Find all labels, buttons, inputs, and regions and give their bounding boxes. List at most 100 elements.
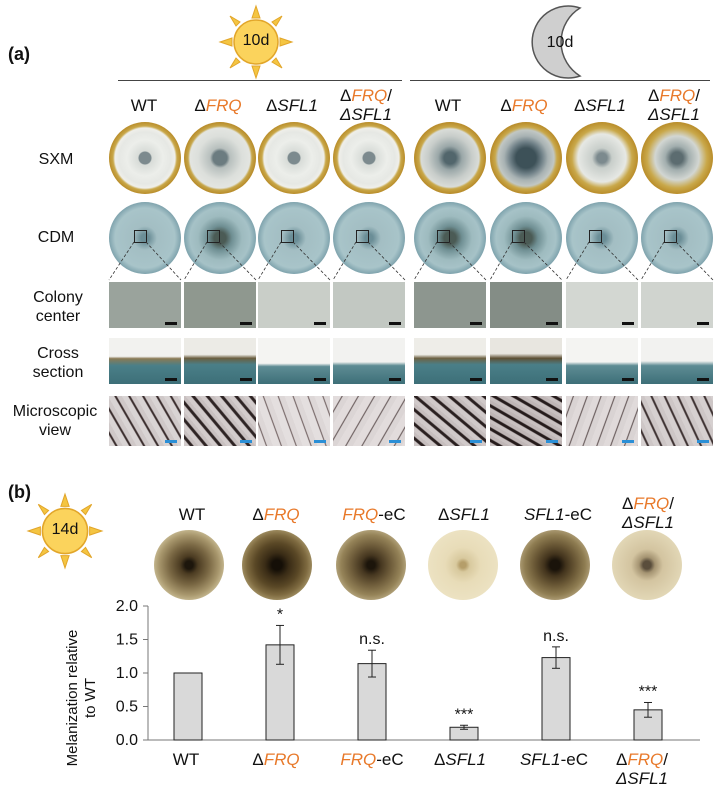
cross-section-tile <box>333 338 405 384</box>
header-wt-light: WT <box>130 96 158 115</box>
significance-label: *** <box>455 706 474 723</box>
significance-label: n.s. <box>543 628 569 645</box>
header-frq-dark: ΔFRQ <box>500 96 548 115</box>
strain-header-frq: ΔFRQ <box>252 505 300 524</box>
scale-bar <box>389 322 401 325</box>
x-label-frq-ec: FRQ-eC <box>340 750 404 769</box>
scale-bar <box>314 440 326 443</box>
significance-label: *** <box>639 683 658 700</box>
colony-center-tile <box>490 282 562 328</box>
row-label-cdm: CDM <box>37 229 75 246</box>
row-label-colony-center: Colony center <box>33 289 83 325</box>
row-label-microscopic-view: Microscopic view <box>12 403 98 439</box>
scale-bar <box>622 322 634 325</box>
strain-header-double: ΔFRQ/ΔSFL1 <box>621 494 675 532</box>
y-tick-label: 2.0 <box>116 598 138 615</box>
scale-bar <box>165 440 177 443</box>
microscopic-tile <box>184 396 256 446</box>
scale-bar <box>622 440 634 443</box>
scale-bar <box>546 322 558 325</box>
melanization-plate-sfl1-ec <box>520 530 590 600</box>
significance-label: n.s. <box>359 631 385 648</box>
scale-bar <box>314 378 326 381</box>
zoom-box <box>207 230 220 243</box>
cdm-plate-wt-light <box>109 202 181 274</box>
cross-section-tile <box>184 338 256 384</box>
panel-b-label: (b) <box>8 482 31 502</box>
microscopic-tile <box>641 396 713 446</box>
microscopic-tile <box>109 396 181 446</box>
header-double-light: ΔFRQ/ΔSFL1 <box>339 86 393 124</box>
cdm-plate-frq-light <box>184 202 256 274</box>
light-group-line <box>118 80 402 81</box>
x-label-sfl1-ec: SFL1-eC <box>519 750 589 769</box>
scale-bar <box>470 440 482 443</box>
colony-center-tile <box>641 282 713 328</box>
microscopic-tile <box>258 396 330 446</box>
scale-bar <box>240 378 252 381</box>
microscopic-tile <box>490 396 562 446</box>
strain-header-sfl1: ΔSFL1 <box>438 505 490 524</box>
strain-header-sfl1-ec: SFL1-eC <box>523 505 593 524</box>
sun-icon <box>218 4 294 80</box>
significance-label: * <box>277 606 283 623</box>
scale-bar <box>546 378 558 381</box>
sun-label-b: 14d <box>51 521 79 538</box>
cross-section-tile <box>566 338 638 384</box>
cross-section-tile <box>641 338 713 384</box>
microscopic-tile <box>333 396 405 446</box>
header-sfl1-light: ΔSFL1 <box>266 96 318 115</box>
sxm-plate-wt-light <box>109 122 181 194</box>
dark-group-line <box>410 80 710 81</box>
melanization-plate-frq <box>242 530 312 600</box>
colony-center-tile <box>333 282 405 328</box>
scale-bar <box>165 378 177 381</box>
row-label-sxm: SXM <box>38 151 74 168</box>
row-label-cross-section: Cross section <box>32 345 84 381</box>
cross-section-tile <box>109 338 181 384</box>
x-label-wt: WT <box>172 750 200 769</box>
sun-icon <box>26 492 104 570</box>
zoom-guide-lines <box>108 241 714 281</box>
x-label-frq: ΔFRQ <box>252 750 300 769</box>
zoom-box <box>356 230 369 243</box>
colony-center-tile <box>184 282 256 328</box>
scale-bar <box>546 440 558 443</box>
melanization-plate-frq-ec <box>336 530 406 600</box>
scale-bar <box>389 440 401 443</box>
strain-header-frq-ec: FRQ-eC <box>342 505 406 524</box>
header-frq-light: ΔFRQ <box>194 96 242 115</box>
sxm-plate-sfl1-dark <box>566 122 638 194</box>
cdm-plate-wt-dark <box>414 202 486 274</box>
melanization-bar-chart: 0.0 0.5 1.0 1.5 2.0 * n.s. *** n.s. *** <box>116 598 700 749</box>
zoom-box <box>437 230 450 243</box>
scale-bar <box>622 378 634 381</box>
colony-center-tile <box>258 282 330 328</box>
microscopic-tile <box>414 396 486 446</box>
x-label-sfl1: ΔSFL1 <box>434 750 486 769</box>
cdm-plate-sfl1-dark <box>566 202 638 274</box>
zoom-box <box>512 230 525 243</box>
scale-bar <box>165 322 177 325</box>
colony-center-tile <box>109 282 181 328</box>
melanization-plate-wt <box>154 530 224 600</box>
sxm-plate-double-light <box>333 122 405 194</box>
cdm-plate-double-dark <box>641 202 713 274</box>
cdm-plate-double-light <box>333 202 405 274</box>
zoom-box <box>589 230 602 243</box>
y-tick-label: 0.5 <box>116 699 138 716</box>
zoom-box <box>134 230 147 243</box>
header-double-dark: ΔFRQ/ΔSFL1 <box>647 86 701 124</box>
moon-icon <box>531 5 582 79</box>
zoom-box <box>281 230 294 243</box>
microscopic-tile <box>566 396 638 446</box>
colony-center-tile <box>414 282 486 328</box>
strain-header-wt: WT <box>178 505 206 524</box>
header-sfl1-dark: ΔSFL1 <box>574 96 626 115</box>
sxm-plate-wt-dark <box>414 122 486 194</box>
cdm-plate-sfl1-light <box>258 202 330 274</box>
cross-section-tile <box>490 338 562 384</box>
scale-bar <box>697 378 709 381</box>
cross-section-tile <box>258 338 330 384</box>
scale-bar <box>389 378 401 381</box>
